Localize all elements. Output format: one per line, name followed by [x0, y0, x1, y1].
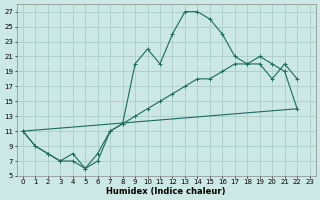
X-axis label: Humidex (Indice chaleur): Humidex (Indice chaleur) — [107, 187, 226, 196]
